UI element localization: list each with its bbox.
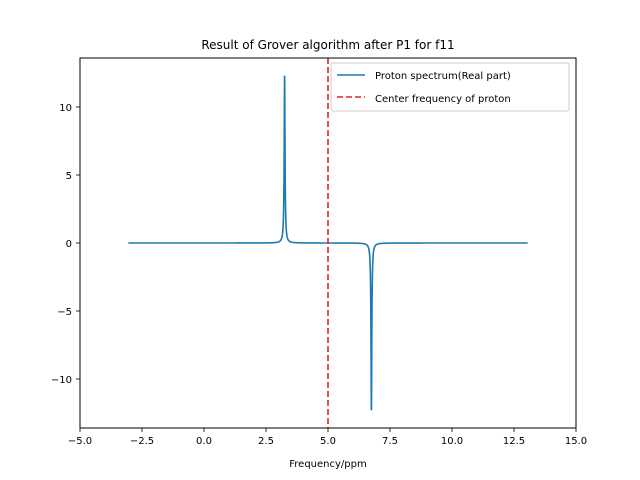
legend-label-center-frequency: Center frequency of proton (375, 94, 511, 105)
x-tick-label: 5.0 (320, 436, 336, 447)
y-tick-label: 0 (66, 239, 72, 250)
x-axis-label: Frequency/ppm (289, 459, 366, 470)
y-tick-label: −5 (57, 307, 72, 318)
y-tick-label: 10 (59, 103, 72, 114)
legend: Proton spectrum(Real part) Center freque… (330, 62, 570, 112)
x-tick-label: −2.5 (130, 436, 154, 447)
x-tick-label: 10.0 (441, 436, 463, 447)
x-tick-label: 12.5 (503, 436, 525, 447)
x-tick-label: 15.0 (565, 436, 587, 447)
axes-frame (79, 57, 577, 429)
x-tick-label: 7.5 (382, 436, 398, 447)
x-tick-label: 0.0 (196, 436, 212, 447)
legend-box (330, 62, 570, 112)
y-tick-label: −10 (51, 375, 72, 386)
axis-ticks: −5.0 −2.5 0.0 2.5 5.0 7.5 10.0 12.5 15.0 −10 −5 0 5 1… (51, 103, 587, 447)
chart-title: Result of Grover algorithm after P1 for … (201, 38, 454, 52)
legend-label-proton-spectrum: Proton spectrum(Real part) (375, 71, 511, 82)
y-tick-label: 5 (66, 171, 72, 182)
x-tick-label: 2.5 (258, 436, 274, 447)
x-tick-label: −5.0 (68, 436, 92, 447)
